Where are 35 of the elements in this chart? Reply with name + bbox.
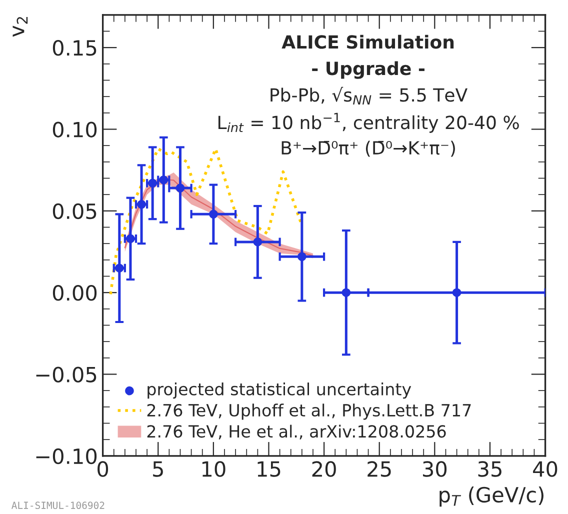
point — [209, 210, 218, 219]
y-tick-label: 0.00 — [52, 285, 97, 301]
y-tick-label: 0.15 — [52, 40, 96, 56]
x-tick-label: 10 — [202, 461, 226, 477]
y-tick-label: 0.05 — [52, 203, 96, 220]
x-axis-title: p$_{T}$ (GeV/c) — [440, 486, 544, 507]
y-axis-title: v$_{2}$ — [12, 17, 28, 37]
legend-label: projected statistical uncertainty — [148, 382, 412, 399]
x-tick-label: 20 — [312, 461, 336, 477]
x-tick-label: 15 — [258, 461, 280, 477]
x-tick-label: 5 — [153, 461, 163, 477]
annotation: ALICE Simulation — [282, 34, 454, 49]
point — [253, 238, 262, 246]
annotation: Pb-Pb, √s$_{NN}$ = 5.5 TeV — [270, 86, 468, 104]
point — [452, 288, 462, 297]
annotation: B⁺→D̄⁰π⁺ (D̄⁰→K⁺π⁻) — [282, 140, 455, 157]
y-tick-label: 0.10 — [52, 122, 97, 138]
y-tick-label: −0.10 — [36, 448, 97, 464]
x-tick-label: 30 — [422, 461, 447, 477]
point — [115, 264, 124, 272]
legend-label: 2.76 TeV, He et al., arXiv:1208.0256 — [147, 424, 446, 440]
x-tick-label: 0 — [98, 461, 108, 477]
annotation: L$_{int}$ = 10 nb$^{−1}$, centrality 20-40 % — [218, 112, 519, 133]
x-tick-label: 35 — [478, 461, 502, 477]
point — [137, 200, 146, 209]
x-tick-label: 25 — [368, 461, 391, 477]
y-tick-label: −0.05 — [36, 366, 96, 382]
legend-label: 2.76 TeV, Uphoff et al., Phys.Lett.B 717 — [147, 404, 471, 420]
annotation: - Upgrade - — [312, 61, 424, 79]
point — [126, 234, 135, 244]
point — [342, 288, 351, 297]
point — [176, 184, 185, 192]
x-tick-label: 40 — [533, 461, 558, 477]
text: ALI-SIMUL-106902 — [12, 502, 104, 509]
point — [298, 252, 306, 262]
